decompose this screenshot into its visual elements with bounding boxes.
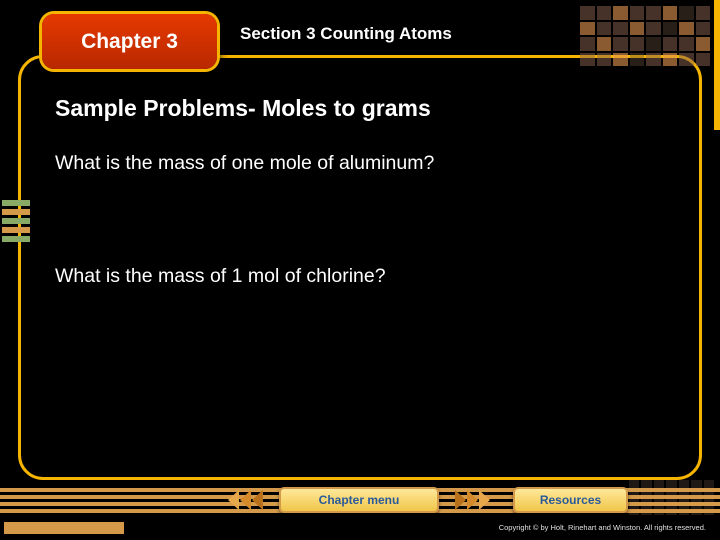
decoration-left bbox=[2, 200, 30, 270]
chapter-menu-button[interactable]: Chapter menu bbox=[279, 487, 439, 513]
next-button[interactable] bbox=[447, 487, 493, 513]
question-1: What is the mass of one mole of aluminum… bbox=[55, 152, 665, 175]
resources-button[interactable]: Resources bbox=[513, 487, 628, 513]
bottom-nav-bar: Chapter menu Resources bbox=[0, 484, 720, 516]
decoration-vertical-line bbox=[714, 0, 720, 130]
chapter-label: Chapter 3 bbox=[81, 30, 178, 54]
chapter-box: Chapter 3 bbox=[42, 14, 217, 69]
decoration-top-right bbox=[580, 6, 710, 66]
content-area: Sample Problems- Moles to grams What is … bbox=[55, 95, 665, 378]
section-label: Section 3 Counting Atoms bbox=[240, 24, 452, 44]
decoration-bottom-left bbox=[4, 522, 124, 534]
slide-title: Sample Problems- Moles to grams bbox=[55, 95, 665, 122]
question-2: What is the mass of 1 mol of chlorine? bbox=[55, 265, 665, 288]
previous-button[interactable] bbox=[225, 487, 271, 513]
copyright-text: Copyright © by Holt, Rinehart and Winsto… bbox=[499, 523, 706, 532]
